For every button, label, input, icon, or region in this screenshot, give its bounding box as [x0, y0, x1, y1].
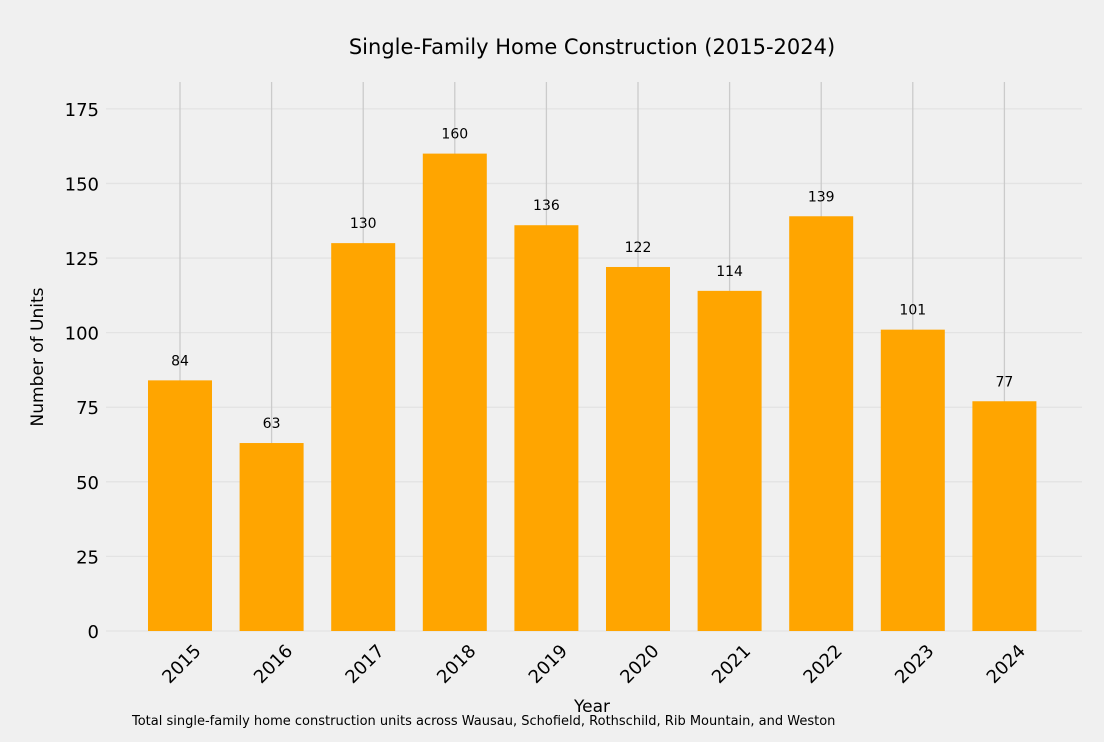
- x-tick-label-2016: 2016: [250, 641, 297, 688]
- x-tick-label-2015: 2015: [158, 641, 205, 688]
- bar-2015: [148, 380, 212, 631]
- bar-2016: [239, 443, 304, 631]
- bar-2018: [422, 153, 487, 631]
- data-label-2016: 63: [263, 416, 281, 432]
- data-label-2018: 160: [441, 127, 468, 143]
- data-label-2017: 130: [350, 216, 377, 232]
- y-tick-label: 100: [65, 324, 99, 345]
- data-label-2015: 84: [171, 353, 189, 369]
- y-axis-label: Number of Units: [28, 287, 48, 426]
- y-tick-label: 150: [65, 174, 99, 195]
- bars: [148, 153, 1037, 632]
- bar-2023: [880, 329, 945, 631]
- y-tick-label: 25: [76, 547, 99, 568]
- data-label-2020: 122: [625, 240, 652, 256]
- chart-title: Single-Family Home Construction (2015-20…: [349, 35, 835, 59]
- x-axis: 2015 2016 2017 2018 2019 2020 2021 2022 2023 2024: [158, 641, 1030, 688]
- x-tick-label-2018: 2018: [433, 641, 480, 688]
- bar-2017: [331, 243, 396, 631]
- x-tick-label-2021: 2021: [708, 641, 755, 688]
- x-tick-label-2022: 2022: [799, 641, 846, 688]
- y-tick-label: 0: [88, 622, 99, 643]
- data-label-2019: 136: [533, 198, 560, 214]
- bar-2021: [697, 290, 762, 631]
- bar-2020: [606, 266, 670, 631]
- x-tick-label-2017: 2017: [341, 641, 388, 688]
- x-axis-label: Year: [573, 697, 610, 717]
- x-tick-label-2020: 2020: [616, 641, 663, 688]
- x-tick-label-2023: 2023: [891, 641, 938, 688]
- bar-2022: [789, 216, 854, 632]
- bar-2019: [514, 225, 579, 631]
- y-tick-label: 75: [76, 398, 99, 419]
- chart-caption: Total single-family home construction un…: [132, 714, 836, 729]
- data-labels: 84 63 130 160 136 122 114 139 101 77: [171, 127, 1013, 432]
- y-tick-label: 125: [65, 249, 99, 270]
- data-label-2024: 77: [995, 374, 1013, 390]
- y-tick-label: 50: [76, 473, 99, 494]
- bar-2024: [972, 401, 1037, 631]
- y-tick-label: 175: [65, 100, 99, 121]
- data-label-2023: 101: [899, 303, 926, 319]
- x-tick-label-2019: 2019: [525, 641, 572, 688]
- y-axis: 0 25 50 75 100 125 150 175: [65, 100, 99, 643]
- data-label-2022: 139: [808, 189, 835, 205]
- x-tick-label-2024: 2024: [983, 641, 1030, 688]
- data-label-2021: 114: [716, 264, 743, 280]
